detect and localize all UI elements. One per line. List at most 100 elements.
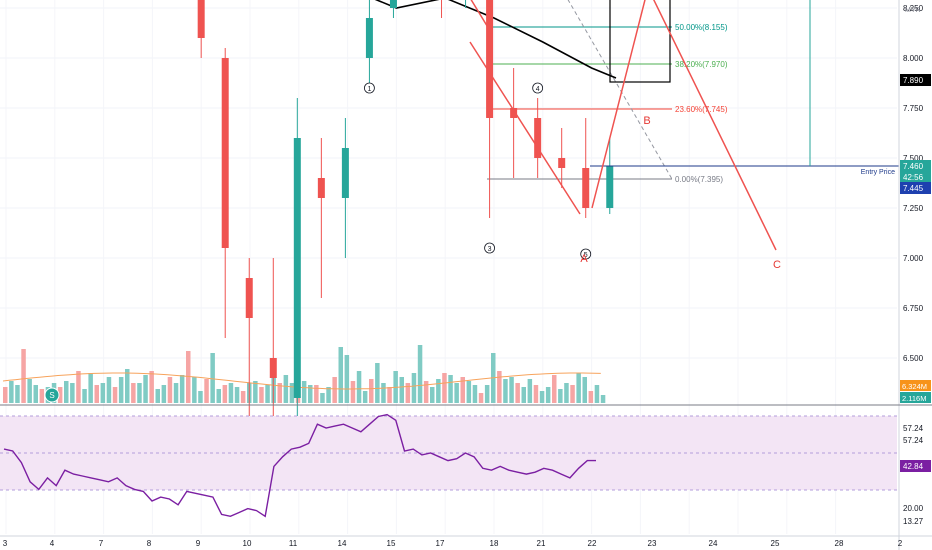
wave-marker bbox=[532, 82, 544, 94]
volume-bar bbox=[9, 381, 14, 403]
time-tick-label: 9 bbox=[196, 539, 201, 548]
moving-average-line bbox=[374, 0, 617, 79]
volume-bar bbox=[289, 383, 295, 403]
rsi-axis[interactable]: 57.24 57.24 20.00 13.27 42.84 bbox=[0, 424, 932, 537]
candle-body bbox=[510, 108, 518, 118]
time-tick-label: 25 bbox=[771, 539, 780, 548]
volume-bar bbox=[39, 389, 45, 403]
volume-bar bbox=[149, 371, 154, 403]
rsi-tick-label: 20.00 bbox=[903, 504, 924, 513]
rsi-line bbox=[3, 413, 596, 518]
time-tick-label: 2 bbox=[898, 539, 903, 548]
ma-path bbox=[374, 0, 617, 79]
time-axis[interactable]: 3 4 7 8 9 10 11 14 15 17 18 21 22 23 24 25 28 2 bbox=[3, 539, 903, 548]
candles[interactable] bbox=[5, 0, 614, 478]
fib-level-label: 0.00%(7.395) bbox=[675, 175, 723, 184]
price-tick-label: 7.250 bbox=[903, 204, 924, 213]
volume-bar bbox=[497, 371, 502, 403]
volume-bar bbox=[131, 383, 136, 403]
volume-bar bbox=[15, 385, 20, 403]
price-tick-label: 8.000 bbox=[903, 54, 924, 63]
time-tick-label: 23 bbox=[648, 539, 657, 548]
rsi-pane[interactable]: 57.24 57.24 20.00 13.27 42.84 bbox=[0, 413, 932, 537]
volume-bar bbox=[253, 381, 258, 403]
price-badge bbox=[900, 160, 931, 172]
abc-label: A bbox=[580, 253, 588, 265]
volume-bar bbox=[350, 381, 356, 403]
price-tick-label: 7.500 bbox=[903, 154, 924, 163]
volume-bar bbox=[539, 391, 545, 403]
volume-bar bbox=[332, 377, 337, 403]
time-tick-label: 18 bbox=[490, 539, 499, 548]
time-tick-label: 8 bbox=[147, 539, 152, 548]
annotations[interactable]: Entry PriceTP0.890 (11.96%) 17812345ABC bbox=[364, 0, 899, 271]
volume-bar bbox=[588, 391, 594, 403]
volume-bar bbox=[70, 383, 75, 403]
volume-bar bbox=[466, 381, 472, 403]
volume-bar bbox=[545, 387, 551, 403]
rsi-band-fill bbox=[0, 416, 897, 490]
volume-bar bbox=[442, 373, 447, 403]
fib-level-label: 38.20%(7.970) bbox=[675, 60, 728, 69]
volume-bar bbox=[161, 385, 167, 403]
wave-marker bbox=[484, 242, 495, 254]
price-badge bbox=[900, 74, 931, 86]
volume-bar bbox=[484, 385, 490, 403]
candle-body bbox=[606, 166, 614, 208]
volume-bar bbox=[179, 375, 185, 403]
volume-bar bbox=[210, 353, 215, 403]
price-tick-label: 6.500 bbox=[903, 354, 924, 363]
candle-body bbox=[245, 278, 253, 318]
wave-marker bbox=[364, 82, 375, 94]
time-tick-label: 14 bbox=[338, 539, 347, 548]
volume-bar bbox=[222, 385, 228, 403]
currency-label: MYR bbox=[905, 7, 921, 14]
time-tick-label: 3 bbox=[3, 539, 8, 548]
volume-bar bbox=[64, 381, 69, 403]
candle-body bbox=[269, 358, 277, 378]
volume-bar bbox=[88, 373, 93, 403]
volume-bar bbox=[411, 373, 417, 403]
rsi-tick-label: 57.24 bbox=[903, 436, 924, 445]
time-tick-label: 11 bbox=[289, 539, 298, 548]
candle-body bbox=[486, 0, 494, 118]
volume-bar bbox=[240, 391, 246, 403]
volume-bar bbox=[399, 377, 404, 403]
volume-bar bbox=[375, 363, 380, 403]
abc-label: C bbox=[773, 259, 781, 271]
price-tick-label: 7.750 bbox=[903, 104, 924, 113]
wave-label: 5 bbox=[584, 252, 588, 259]
rsi-tick-label: 13.27 bbox=[903, 517, 924, 526]
rsi-band bbox=[0, 415, 897, 491]
time-tick-label: 7 bbox=[99, 539, 104, 548]
volume-bar bbox=[33, 385, 38, 403]
abc-label: B bbox=[643, 115, 650, 127]
time-tick-label: 24 bbox=[709, 539, 718, 548]
volume-bar bbox=[478, 393, 484, 403]
volume-bar bbox=[582, 377, 587, 403]
volume-bar bbox=[204, 379, 209, 403]
volume-bar bbox=[106, 377, 112, 403]
volume-bar bbox=[283, 375, 289, 403]
volume-badge bbox=[900, 392, 931, 403]
time-tick-label: 4 bbox=[50, 539, 55, 548]
time-tick-label: 28 bbox=[835, 539, 844, 548]
candle-body bbox=[389, 0, 397, 8]
fibonacci-levels[interactable]: 200.00%(10.935)161.80%(10.150)141.40%(9.… bbox=[487, 0, 737, 184]
volume-bar bbox=[362, 391, 368, 403]
split-marker-label: S bbox=[49, 391, 54, 400]
volume-bar bbox=[192, 377, 197, 403]
volume-bar bbox=[436, 379, 441, 403]
rsi-tick-label: 57.24 bbox=[903, 424, 924, 433]
volume-bar bbox=[94, 385, 99, 403]
price-badge bbox=[900, 171, 931, 183]
volume-bar bbox=[155, 389, 160, 403]
volume-bar bbox=[228, 383, 234, 403]
volume-badge-label: 6.324M bbox=[902, 382, 927, 391]
volume-bar bbox=[308, 385, 313, 403]
volume-bar bbox=[301, 381, 307, 403]
volume-bar bbox=[118, 377, 124, 403]
candle-body bbox=[365, 18, 373, 58]
